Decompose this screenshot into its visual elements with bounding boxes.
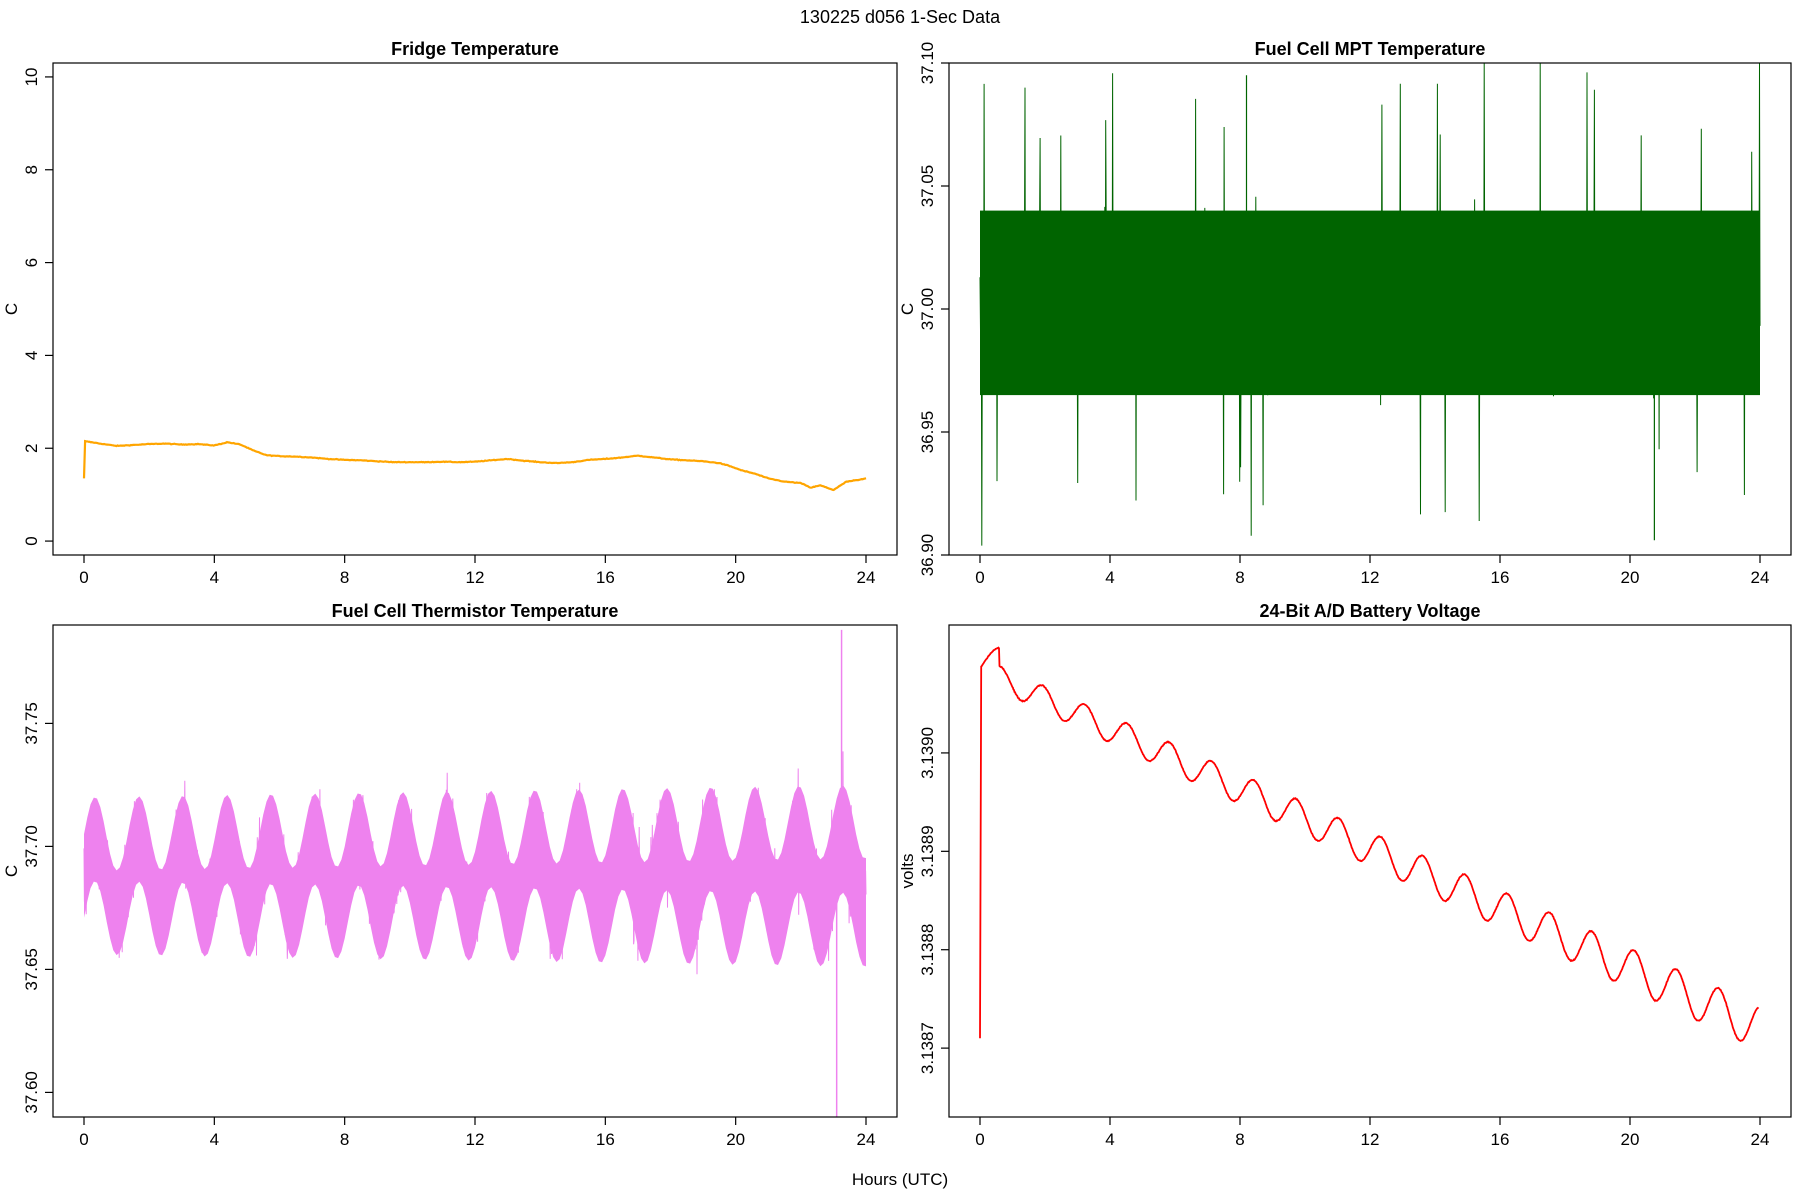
plot-frame <box>52 62 898 556</box>
x-tick-label: 4 <box>210 568 219 587</box>
x-tick-label: 0 <box>79 568 88 587</box>
panel-title: 24-Bit A/D Battery Voltage <box>1259 601 1480 621</box>
y-tick-label: 37.05 <box>918 165 937 208</box>
x-tick-label: 12 <box>1361 568 1380 587</box>
plot-frame <box>948 624 1792 1118</box>
x-tick-label: 24 <box>857 1130 876 1149</box>
series-line <box>979 646 1760 1042</box>
chart-panel-3: Fuel Cell Thermistor Temperature 0 4 8 12 16 2… <box>2 601 898 1149</box>
x-tick-label: 4 <box>1105 1130 1114 1149</box>
x-tick-label: 12 <box>466 1130 485 1149</box>
x-tick-label: 8 <box>340 1130 349 1149</box>
y-tick-label: 37.70 <box>22 825 41 868</box>
chart-panel-2: Fuel Cell MPT Temperature 0 4 8 12 16 20 24 36.9… <box>898 39 1792 587</box>
y-tick-label: 3.1390 <box>918 727 937 779</box>
x-tick-label: 12 <box>1361 1130 1380 1149</box>
x-tick-label: 4 <box>210 1130 219 1149</box>
y-tick-label: 36.90 <box>918 534 937 577</box>
x-tick-label: 0 <box>79 1130 88 1149</box>
y-tick-label: 2 <box>22 444 41 453</box>
x-tick-label: 16 <box>596 1130 615 1149</box>
chart-panel-4: 24-Bit A/D Battery Voltage 0 4 8 12 16 20 24 3.1… <box>898 601 1792 1149</box>
panel-title: Fuel Cell Thermistor Temperature <box>332 601 619 621</box>
y-tick-label: 37.60 <box>22 1071 41 1114</box>
y-tick-label: 37.65 <box>22 948 41 991</box>
x-tick-label: 20 <box>1621 1130 1640 1149</box>
y-tick-label: 4 <box>22 351 41 360</box>
panel-title: Fridge Temperature <box>391 39 559 59</box>
y-tick-label: 6 <box>22 258 41 267</box>
x-tick-label: 24 <box>1751 1130 1770 1149</box>
y-axis-label: volts <box>898 854 917 889</box>
y-tick-label: 8 <box>22 165 41 174</box>
x-tick-label: 16 <box>1491 1130 1510 1149</box>
y-tick-label: 10 <box>22 67 41 86</box>
x-tick-label: 20 <box>726 568 745 587</box>
series-line <box>82 439 867 492</box>
y-tick-label: 0 <box>22 536 41 545</box>
x-tick-label: 0 <box>975 568 984 587</box>
x-tick-label: 4 <box>1105 568 1114 587</box>
y-tick-label: 36.95 <box>918 411 937 454</box>
x-tick-label: 20 <box>726 1130 745 1149</box>
x-tick-label: 24 <box>857 568 876 587</box>
x-tick-label: 20 <box>1621 568 1640 587</box>
y-axis-label: C <box>898 303 917 315</box>
series-dense-band <box>84 785 866 967</box>
shared-x-axis-label: Hours (UTC) <box>852 1170 948 1189</box>
x-tick-label: 16 <box>1491 568 1510 587</box>
x-tick-label: 8 <box>1235 1130 1244 1149</box>
y-tick-label: 3.1387 <box>918 1022 937 1074</box>
y-tick-label: 37.10 <box>918 42 937 85</box>
series-dense-band <box>980 210 1760 396</box>
x-tick-label: 8 <box>1235 568 1244 587</box>
y-tick-label: 37.00 <box>918 288 937 331</box>
y-tick-label: 3.1388 <box>918 924 937 976</box>
y-tick-label: 37.75 <box>22 702 41 745</box>
figure-title: 130225 d056 1-Sec Data <box>800 7 1001 27</box>
y-tick-label: 3.1389 <box>918 825 937 877</box>
x-tick-label: 12 <box>466 568 485 587</box>
panel-title: Fuel Cell MPT Temperature <box>1255 39 1486 59</box>
y-axis-label: C <box>2 303 21 315</box>
x-tick-label: 24 <box>1751 568 1770 587</box>
x-tick-label: 16 <box>596 568 615 587</box>
x-tick-label: 8 <box>340 568 349 587</box>
x-tick-label: 0 <box>975 1130 984 1149</box>
y-axis-label: C <box>2 865 21 877</box>
